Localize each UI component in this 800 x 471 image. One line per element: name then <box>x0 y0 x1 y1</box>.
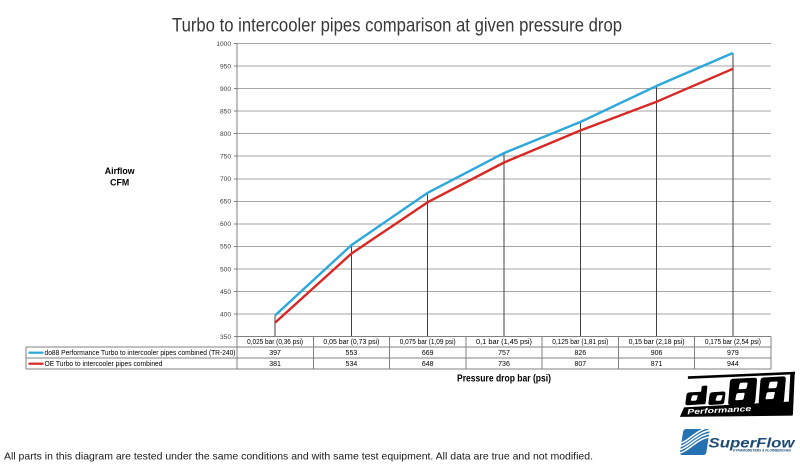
svg-text:450: 450 <box>220 289 231 296</box>
svg-text:700: 700 <box>220 176 231 183</box>
svg-text:0,025 bar (0,36 psi): 0,025 bar (0,36 psi) <box>247 339 303 346</box>
svg-text:do88 Performance Turbo to inte: do88 Performance Turbo to intercooler pi… <box>45 348 236 357</box>
svg-text:350: 350 <box>220 334 231 341</box>
svg-text:Performance: Performance <box>687 404 752 417</box>
svg-text:0,15 bar (2,18 psi): 0,15 bar (2,18 psi) <box>629 339 685 346</box>
svg-text:Pressure drop bar (psi): Pressure drop bar (psi) <box>457 373 551 384</box>
svg-text:669: 669 <box>422 350 434 357</box>
svg-text:0,05 bar (0,73 psi): 0,05 bar (0,73 psi) <box>323 339 379 346</box>
svg-text:979: 979 <box>727 350 739 357</box>
svg-text:826: 826 <box>574 350 586 357</box>
svg-text:750: 750 <box>220 154 231 161</box>
svg-text:Airflow: Airflow <box>105 166 135 176</box>
svg-text:400: 400 <box>220 311 231 318</box>
svg-text:906: 906 <box>651 350 663 357</box>
svg-text:900: 900 <box>220 86 231 93</box>
svg-text:397: 397 <box>269 350 281 357</box>
svg-text:0,1 bar (1,45 psi): 0,1 bar (1,45 psi) <box>476 339 532 346</box>
svg-text:0,175 bar (2,54 psi): 0,175 bar (2,54 psi) <box>705 339 761 346</box>
svg-text:SuperFlow: SuperFlow <box>709 436 797 451</box>
svg-text:534: 534 <box>346 361 358 368</box>
svg-text:600: 600 <box>220 221 231 228</box>
svg-text:944: 944 <box>727 361 739 368</box>
svg-text:850: 850 <box>220 108 231 115</box>
svg-text:807: 807 <box>574 361 586 368</box>
svg-text:500: 500 <box>220 266 231 273</box>
svg-text:0,125 bar (1,81 psi): 0,125 bar (1,81 psi) <box>552 339 608 346</box>
svg-text:381: 381 <box>269 361 281 368</box>
svg-text:All parts in this diagram are: All parts in this diagram are tested und… <box>4 452 593 463</box>
svg-text:650: 650 <box>220 199 231 206</box>
svg-text:OE Turbo to intercooler pipes: OE Turbo to intercooler pipes combined <box>45 359 163 368</box>
svg-text:871: 871 <box>651 361 663 368</box>
svg-text:553: 553 <box>346 350 358 357</box>
svg-text:Turbo to intercooler pipes com: Turbo to intercooler pipes comparison at… <box>172 15 622 37</box>
svg-text:950: 950 <box>220 63 231 70</box>
svg-text:736: 736 <box>498 361 510 368</box>
svg-text:DYNAMOMETERS & FLOWBENCHES: DYNAMOMETERS & FLOWBENCHES <box>733 448 791 452</box>
svg-text:800: 800 <box>220 131 231 138</box>
svg-text:550: 550 <box>220 244 231 251</box>
svg-text:0,075 bar (1,09 psi): 0,075 bar (1,09 psi) <box>400 339 456 346</box>
svg-text:648: 648 <box>422 361 434 368</box>
svg-text:CFM: CFM <box>110 178 129 188</box>
svg-text:1000: 1000 <box>216 41 231 48</box>
svg-text:757: 757 <box>498 350 510 357</box>
